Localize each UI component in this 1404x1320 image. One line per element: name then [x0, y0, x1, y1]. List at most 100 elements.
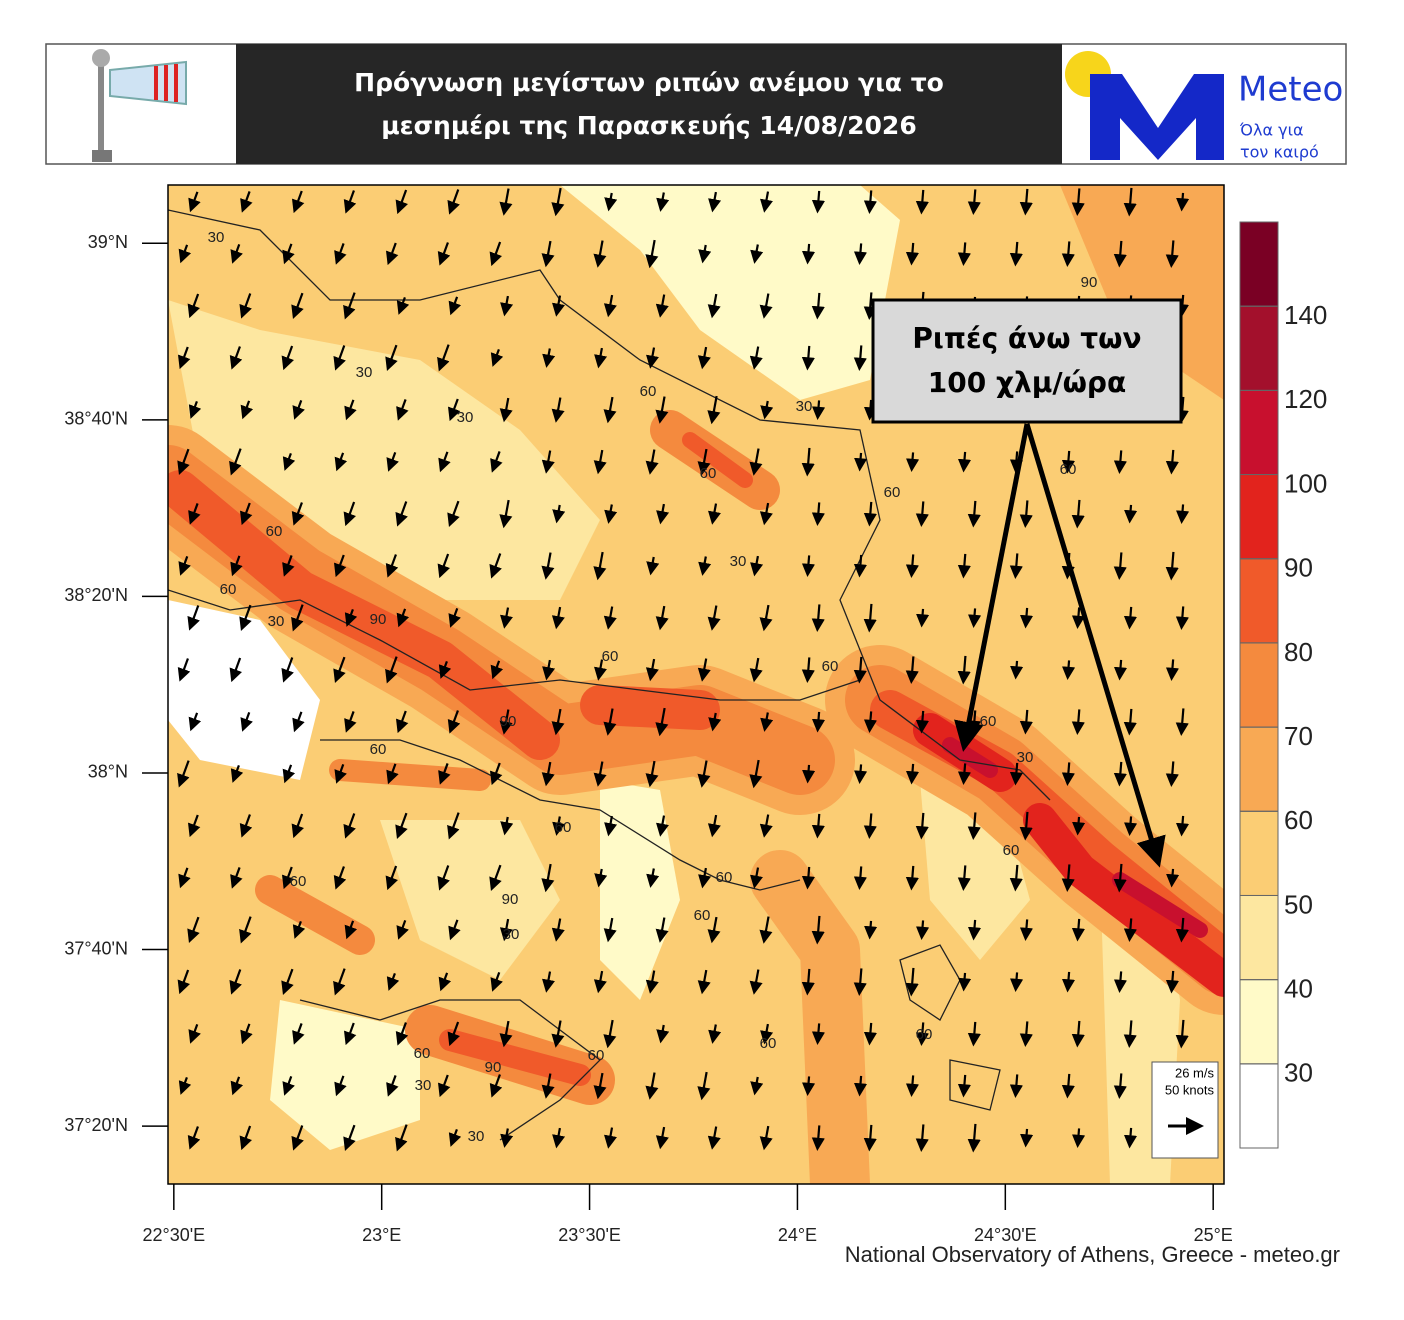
wind-arrow — [385, 344, 398, 372]
wind-arrow — [697, 448, 711, 476]
wind-arrow — [655, 605, 669, 631]
wind-arrow — [447, 500, 460, 528]
wind-arrow — [708, 712, 722, 732]
callout-box — [871, 298, 1183, 424]
wind-arrow — [749, 448, 763, 476]
wind-arrow — [385, 554, 399, 578]
wind-arrow — [593, 449, 607, 475]
wind-arrow — [646, 868, 660, 888]
wind-arrow — [760, 1023, 774, 1045]
wind-arrow — [499, 499, 513, 529]
contour-label: 90 — [502, 891, 519, 908]
wind-arrow — [698, 556, 712, 576]
wind-arrow — [344, 920, 358, 940]
wind-arrow — [749, 346, 763, 370]
wind-arrow — [1020, 1128, 1034, 1148]
wind-arrow — [542, 348, 556, 368]
wind-arrow — [499, 397, 513, 423]
wind-arrow — [447, 812, 460, 840]
wind-arrow — [1019, 709, 1033, 735]
x-tick-label: 23°E — [362, 1225, 401, 1245]
wind-arrow — [499, 709, 513, 735]
callout-arrow — [1024, 423, 1166, 868]
wind-arrow — [1124, 504, 1138, 524]
wind-arrow — [1071, 1128, 1086, 1148]
wind-arrow — [386, 451, 399, 472]
wind-arrow — [291, 813, 305, 839]
wind-arrow — [707, 605, 721, 631]
wind-arrow — [863, 1022, 878, 1046]
wind-arrow — [811, 915, 825, 945]
wind-arrow — [1071, 499, 1085, 529]
wind-arrow — [656, 815, 669, 837]
wind-arrow — [1113, 761, 1127, 787]
contour-label: 60 — [1003, 842, 1020, 859]
wind-arrow — [1165, 970, 1180, 994]
wind-arrow — [396, 919, 409, 940]
contour-label: 60 — [370, 741, 387, 758]
contour-label: 60 — [414, 1045, 431, 1062]
wind-arrow — [1061, 1073, 1075, 1099]
wind-arrow — [801, 345, 815, 371]
wind-arrow — [1123, 606, 1138, 630]
wind-arrow — [863, 399, 878, 421]
wind-arrow — [395, 1022, 409, 1046]
wind-arrow — [905, 763, 920, 785]
wind-arrow — [750, 1076, 764, 1096]
title: μεσημέρι της Παρασκευής 14/08/2026 — [381, 111, 916, 140]
wind-arrow — [915, 920, 930, 940]
colorbar-label: 30 — [1284, 1058, 1313, 1088]
colorbar-box — [1239, 894, 1279, 981]
wind-arrow — [957, 865, 971, 891]
logo — [1065, 51, 1224, 160]
wind-arrow — [603, 708, 617, 736]
wind-arrow — [229, 969, 242, 995]
wind-arrow — [759, 293, 773, 319]
wind-arrow — [230, 555, 243, 577]
wind-arrow — [750, 244, 764, 264]
wind-arrow — [958, 972, 972, 992]
wind-arrow — [1175, 708, 1189, 736]
contour-label: 60 — [220, 581, 237, 598]
wind-arrow — [178, 867, 191, 889]
wind-arrow — [853, 243, 868, 265]
wind-arrow — [281, 866, 295, 890]
wind-arrow — [448, 919, 461, 941]
wind-arrow — [1009, 972, 1024, 992]
wind-arrow — [1165, 761, 1179, 787]
colorbar-box — [1239, 726, 1279, 812]
wind-arrow — [905, 554, 919, 578]
wind-arrow — [489, 241, 503, 267]
wind-arrow — [957, 763, 972, 785]
wind-arrow — [594, 347, 608, 369]
wind-arrow — [759, 916, 773, 944]
x-tick-label: 23°30'E — [558, 1225, 621, 1245]
wind-arrow — [385, 865, 399, 891]
wind-arrow — [1009, 1074, 1023, 1098]
contour-label: 60 — [980, 713, 997, 730]
contour-label: 30 — [468, 1128, 485, 1145]
wind-arrow — [811, 190, 826, 214]
wind-arrow — [1071, 607, 1086, 629]
wind-arrow — [915, 1124, 929, 1152]
wind-arrow — [864, 920, 878, 940]
wind-arrow — [333, 866, 347, 890]
wind-arrow — [905, 656, 919, 684]
wind-arrow — [489, 1074, 503, 1098]
wind-arrow — [395, 710, 409, 734]
wind-arrow — [344, 399, 357, 421]
contour-label: 30 — [268, 613, 285, 630]
wind-arrow — [853, 345, 867, 371]
wind-arrow — [1113, 659, 1128, 681]
wind-arrow — [749, 759, 763, 789]
wind-arrow — [500, 295, 514, 317]
wind-arrow — [707, 293, 721, 319]
wind-arrow — [593, 970, 607, 994]
wind-arrow — [698, 867, 712, 889]
wind-arrow — [1009, 451, 1024, 473]
wind-arrow — [655, 917, 669, 943]
wind-arrow — [1123, 1127, 1138, 1149]
wind-arrow — [594, 659, 607, 681]
x-tick-label: 22°30'E — [142, 1225, 205, 1245]
wind-arrow — [541, 1073, 555, 1099]
